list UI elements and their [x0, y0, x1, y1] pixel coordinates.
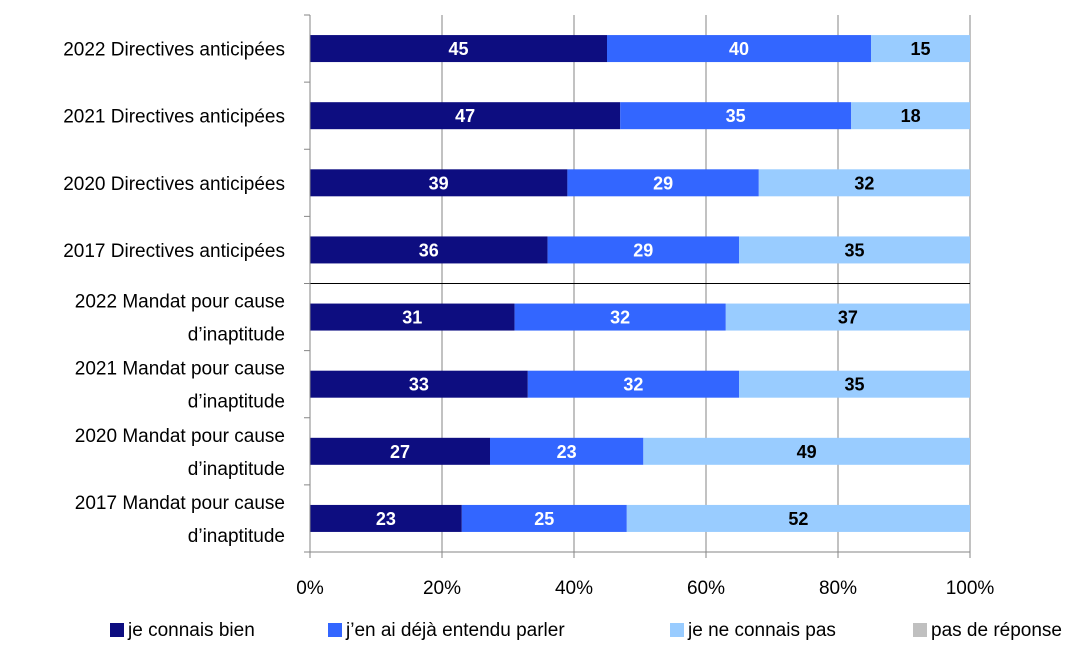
- data-label: 25: [534, 509, 554, 529]
- category-label: 2020 Directives anticipées: [63, 174, 285, 195]
- data-label: 36: [419, 240, 439, 260]
- data-label: 32: [610, 308, 630, 328]
- gridlines: [310, 15, 971, 552]
- bar-segment: [310, 437, 490, 465]
- data-label: 45: [448, 39, 468, 59]
- x-tick-label: 100%: [946, 578, 995, 599]
- category-label: d’inaptitude: [188, 459, 285, 480]
- legend-swatch: [913, 623, 927, 637]
- data-label: 35: [726, 106, 746, 126]
- axes: [304, 14, 971, 558]
- bar-segment: [310, 504, 462, 532]
- x-tick-label: 60%: [687, 578, 725, 599]
- bars: 45 40 15 47 35 18 39 29 32 36 29 35 31 32 37 33 32 35 27 23…: [310, 35, 970, 532]
- legend-item: j’en ai déjà entendu parler: [328, 620, 565, 641]
- bar-segment: [310, 236, 548, 264]
- bar-segment: [310, 169, 568, 197]
- x-tick-label: 80%: [819, 578, 857, 599]
- x-tick-labels: 0% 20% 40% 60% 80% 100%: [296, 578, 994, 599]
- bar-segment: [871, 35, 970, 63]
- legend-item: je ne connais pas: [670, 620, 836, 641]
- category-label: 2020 Mandat pour cause: [75, 426, 285, 447]
- bar-segment: [739, 370, 970, 398]
- category-label: 2021 Directives anticipées: [63, 107, 285, 128]
- data-label: 29: [653, 173, 673, 193]
- data-label: 32: [854, 173, 874, 193]
- data-label: 52: [788, 509, 808, 529]
- bar-segment: [567, 169, 759, 197]
- bar-segment: [607, 35, 871, 63]
- legend-swatch: [670, 623, 684, 637]
- category-label: 2017 Mandat pour cause: [75, 493, 285, 514]
- data-label: 23: [557, 442, 577, 462]
- bar-segment: [547, 236, 739, 264]
- data-label: 27: [390, 442, 410, 462]
- legend: je connais bien j’en ai déjà entendu parl…: [110, 620, 1062, 641]
- data-label: 29: [633, 240, 653, 260]
- legend-swatch: [110, 623, 124, 637]
- bar-segment: [310, 102, 621, 130]
- legend-swatch: [328, 623, 342, 637]
- x-tick-label: 0%: [296, 578, 324, 599]
- data-label: 37: [838, 308, 858, 328]
- data-label: 35: [844, 375, 864, 395]
- legend-label: j’en ai déjà entendu parler: [345, 620, 565, 641]
- bar-segment: [643, 437, 970, 465]
- legend-item: pas de réponse: [913, 620, 1062, 641]
- category-label: 2022 Directives anticipées: [63, 40, 285, 61]
- bar-segment: [527, 370, 739, 398]
- category-label: d’inaptitude: [188, 526, 285, 547]
- legend-label: je connais bien: [127, 620, 255, 641]
- category-label: d’inaptitude: [188, 325, 285, 346]
- bar-segment: [739, 236, 970, 264]
- category-label: d’inaptitude: [188, 392, 285, 413]
- bar-segment: [514, 303, 726, 331]
- data-label: 18: [901, 106, 921, 126]
- bar-segment: [461, 504, 627, 532]
- category-label: 2022 Mandat pour cause: [75, 292, 285, 313]
- x-tick-label: 40%: [555, 578, 593, 599]
- bar-segment: [725, 303, 970, 331]
- bar-segment: [310, 370, 528, 398]
- data-label: 23: [376, 509, 396, 529]
- data-label: 47: [455, 106, 475, 126]
- data-label: 40: [729, 39, 749, 59]
- bar-segment: [310, 35, 607, 63]
- legend-label: je ne connais pas: [687, 620, 836, 641]
- category-label: 2021 Mandat pour cause: [75, 359, 285, 380]
- category-label: 2017 Directives anticipées: [63, 241, 285, 262]
- bar-segment: [490, 437, 644, 465]
- data-label: 31: [402, 308, 422, 328]
- data-label: 33: [409, 375, 429, 395]
- category-labels: 2022 Directives anticipées 2021 Directive…: [63, 40, 285, 547]
- x-tick-label: 20%: [423, 578, 461, 599]
- bar-segment: [626, 504, 970, 532]
- bar-segment: [310, 303, 515, 331]
- data-label: 32: [623, 375, 643, 395]
- bar-segment: [758, 169, 970, 197]
- data-label: 39: [429, 173, 449, 193]
- data-label: 15: [910, 39, 930, 59]
- legend-label: pas de réponse: [931, 620, 1062, 641]
- bar-segment: [851, 102, 970, 130]
- data-label: 35: [844, 240, 864, 260]
- legend-item: je connais bien: [110, 620, 255, 641]
- bar-segment: [620, 102, 852, 130]
- data-label: 49: [797, 442, 817, 462]
